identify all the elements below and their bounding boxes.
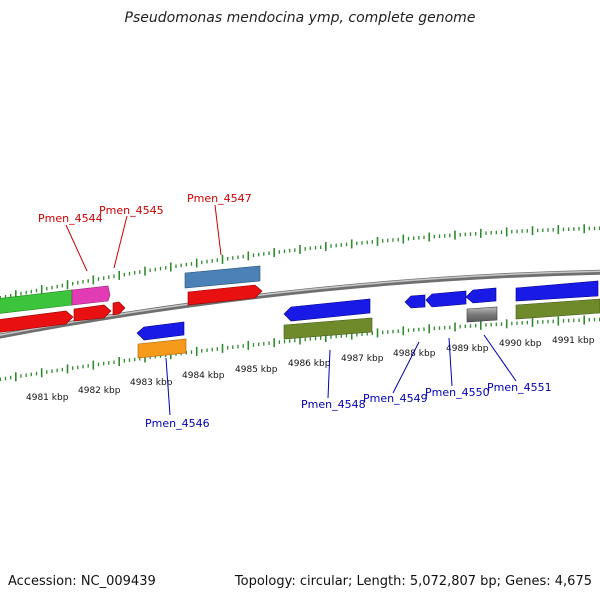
gene-feature-red-4 [187,284,263,306]
scale-labels: 4981 kbp 4982 kbp 4983 kbp 4984 kbp 4985… [26,336,595,403]
genome-backbone-highlight [0,270,600,336]
gene-feature-grey-4551 [466,306,498,323]
scale-label: 4988 kbp [393,349,436,359]
scale-label: 4989 kbp [446,344,489,354]
gene-feature-blue-4551 [465,287,497,304]
gene-label-4550: Pmen_4550 [425,386,490,399]
gene-feature-blue-4546 [136,321,185,341]
leader-line-4549 [392,341,420,394]
leader-line-4548 [327,349,331,399]
gene-feature-green [0,289,73,314]
genome-backbone [0,269,600,339]
scale-label: 4985 kbp [235,365,278,375]
gene-label-4549: Pmen_4549 [363,392,428,405]
gene-feature-blue-4548 [283,298,371,322]
gene-label-4546: Pmen_4546 [145,417,210,430]
gene-feature-olive-fwd [515,298,600,320]
gene-label-4544: Pmen_4544 [38,212,103,225]
scale-label: 4987 kbp [341,354,384,364]
gene-feature-steelblue [184,265,261,289]
gene-label-4551: Pmen_4551 [487,381,552,394]
gene-feature-red-3 [112,301,126,316]
leader-line-4545 [113,215,128,269]
accession-text: Accession: NC_009439 [8,574,156,589]
scale-label: 4984 kbp [182,371,225,381]
gene-feature-blue-4550 [425,290,467,308]
scale-label: 4986 kbp [288,359,331,369]
leader-line-4550 [448,337,453,387]
scale-label: 4982 kbp [78,386,121,396]
leader-line-4546 [165,357,171,416]
gene-feature-magenta [71,285,111,306]
gene-feature-blue-fwd [515,280,599,302]
scale-label: 4983 kbp [130,378,173,388]
map-title: Pseudomonas mendocina ymp, complete geno… [124,10,476,26]
gene-label-4547: Pmen_4547 [187,192,252,205]
reverse-tick-marks [0,315,600,382]
gene-feature-orange-4546 [137,338,187,359]
forward-tick-marks [0,224,600,300]
gene-feature-blue-4549 [404,294,426,309]
gene-feature-olive-4548 [283,317,373,340]
genome-summary-text: Topology: circular; Length: 5,072,807 bp… [234,574,592,589]
gene-labels: Pmen_4544 Pmen_4545 Pmen_4547 Pmen_4546 … [38,192,552,430]
gene-feature-red-2 [73,304,112,322]
leader-line-4544 [65,224,88,272]
leader-line-4547 [214,204,222,256]
label-leader-lines [65,204,517,416]
leader-line-4551 [483,334,517,382]
gene-feature-red-1 [0,310,74,333]
gene-label-4545: Pmen_4545 [99,204,164,217]
scale-label: 4990 kbp [499,339,542,349]
scale-label: 4981 kbp [26,393,69,403]
gene-label-4548: Pmen_4548 [301,398,366,411]
scale-label: 4991 kbp [552,336,595,346]
